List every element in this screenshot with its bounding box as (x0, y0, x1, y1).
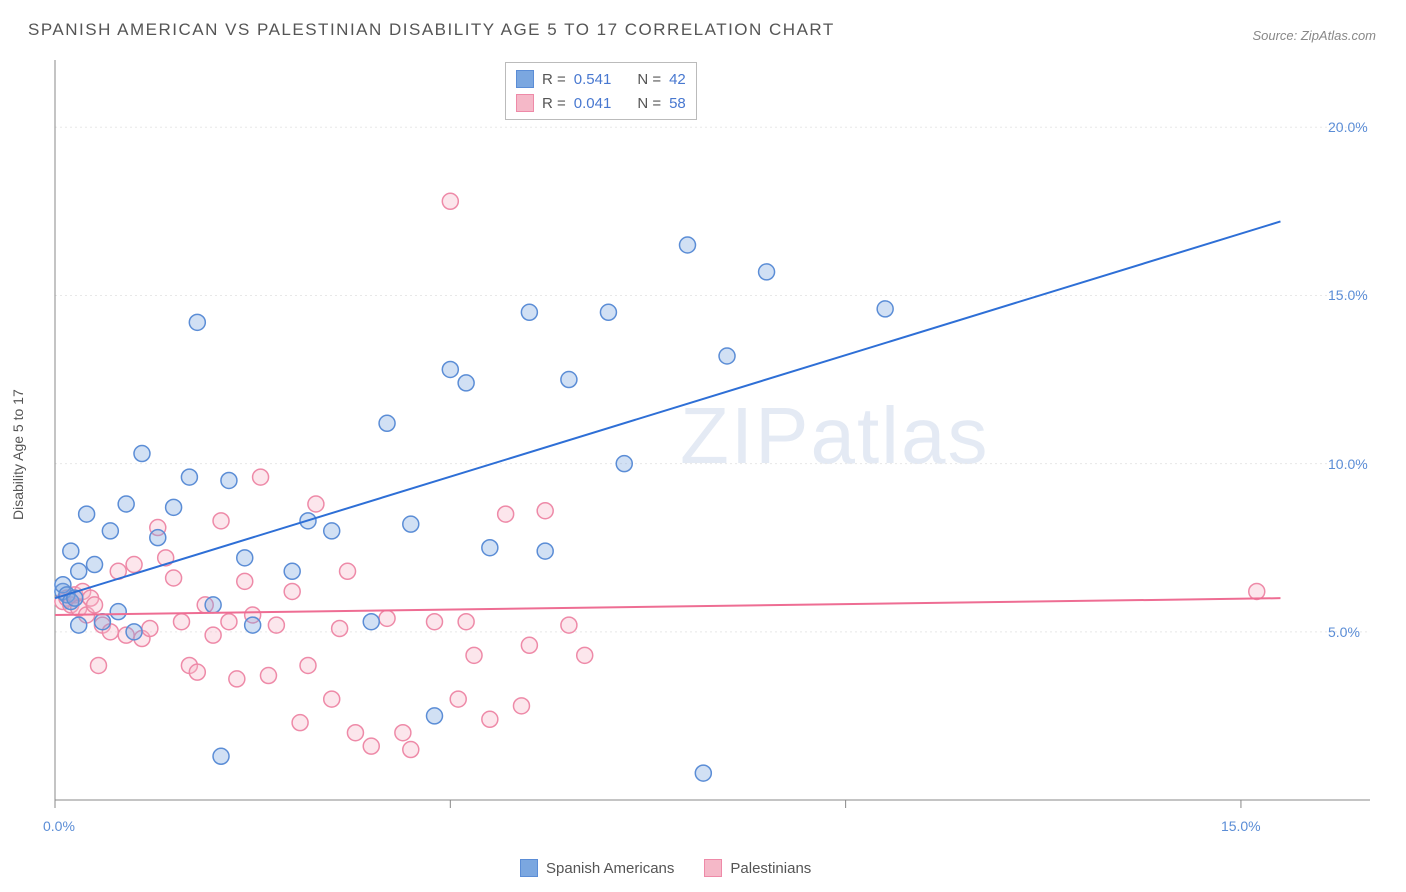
y-tick-label: 5.0% (1328, 624, 1360, 640)
r-label: R = (542, 71, 566, 88)
r-value-series2: 0.041 (574, 95, 612, 112)
swatch-series2 (704, 859, 722, 877)
legend-item-series2: Palestinians (704, 859, 811, 877)
correlation-stats-box: R = 0.541 N = 42 R = 0.041 N = 58 (505, 62, 697, 120)
series-legend: Spanish Americans Palestinians (520, 859, 811, 877)
swatch-series1 (516, 70, 534, 88)
legend-item-series1: Spanish Americans (520, 859, 674, 877)
chart-plot-area (50, 60, 1380, 830)
n-value-series1: 42 (669, 71, 686, 88)
y-axis-label: Disability Age 5 to 17 (10, 389, 26, 520)
legend-label-series1: Spanish Americans (546, 860, 674, 877)
n-label: N = (637, 71, 661, 88)
r-label: R = (542, 95, 566, 112)
source-attribution: Source: ZipAtlas.com (1252, 28, 1376, 43)
chart-title: SPANISH AMERICAN VS PALESTINIAN DISABILI… (28, 20, 835, 40)
n-value-series2: 58 (669, 95, 686, 112)
stats-row-series1: R = 0.541 N = 42 (516, 67, 686, 91)
y-tick-label: 15.0% (1328, 287, 1368, 303)
x-tick-label: 0.0% (43, 818, 75, 834)
swatch-series2 (516, 94, 534, 112)
r-value-series1: 0.541 (574, 71, 612, 88)
stats-row-series2: R = 0.041 N = 58 (516, 91, 686, 115)
scatter-plot (50, 60, 1380, 830)
x-tick-label: 15.0% (1221, 818, 1261, 834)
y-tick-label: 20.0% (1328, 119, 1368, 135)
legend-label-series2: Palestinians (730, 860, 811, 877)
y-tick-label: 10.0% (1328, 456, 1368, 472)
swatch-series1 (520, 859, 538, 877)
n-label: N = (637, 95, 661, 112)
